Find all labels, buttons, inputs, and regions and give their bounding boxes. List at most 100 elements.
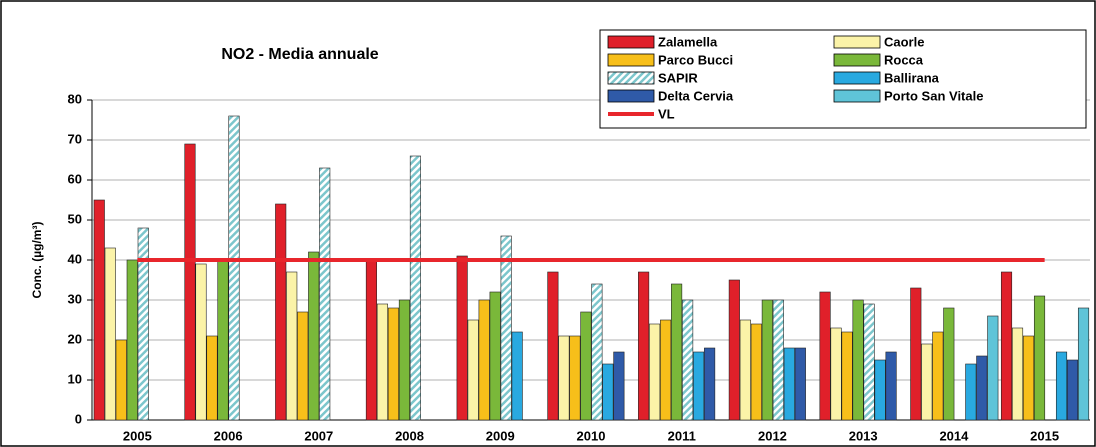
bar	[387, 307, 399, 421]
x-tick-label: 2014	[939, 428, 969, 443]
legend-label: Parco Bucci	[658, 52, 733, 67]
bar	[558, 335, 570, 421]
bar	[467, 319, 479, 421]
bar	[660, 319, 672, 421]
y-tick-label: 60	[68, 171, 82, 186]
bar	[478, 299, 490, 421]
bar	[863, 303, 875, 421]
bar	[286, 271, 298, 421]
bar	[104, 247, 116, 421]
bar	[547, 271, 559, 421]
legend-swatch	[833, 89, 881, 103]
y-tick-label: 50	[68, 211, 82, 226]
bar	[137, 227, 149, 421]
legend-swatch	[607, 71, 655, 85]
x-tick-label: 2010	[577, 428, 606, 443]
bar	[704, 347, 716, 421]
bar	[613, 351, 625, 421]
legend-label: Zalamella	[658, 34, 718, 49]
x-tick-label: 2015	[1030, 428, 1059, 443]
legend-label: SAPIR	[658, 70, 698, 85]
bar	[1000, 271, 1013, 421]
y-tick-label: 40	[68, 251, 82, 266]
bar	[932, 331, 944, 421]
bar	[921, 343, 933, 421]
bar	[739, 319, 751, 421]
legend-label: Caorle	[884, 34, 924, 49]
bar	[783, 347, 795, 421]
bar	[874, 359, 886, 421]
legend-label: Porto San Vitale	[884, 88, 983, 103]
y-tick-label: 10	[68, 371, 82, 386]
legend-swatch	[607, 89, 655, 103]
bar	[195, 263, 207, 421]
x-tick-label: 2009	[486, 428, 515, 443]
bar	[511, 331, 523, 421]
bar	[217, 259, 229, 421]
legend-swatch	[833, 53, 881, 67]
bar	[943, 307, 955, 421]
x-tick-label: 2013	[849, 428, 878, 443]
bar	[569, 335, 581, 421]
bar	[297, 311, 309, 421]
y-tick-label: 0	[75, 411, 82, 426]
bar	[852, 299, 864, 421]
bar	[489, 291, 501, 421]
bar	[830, 327, 842, 421]
bar	[206, 335, 218, 421]
legend-swatch	[607, 35, 655, 49]
legend-label: Delta Cervia	[658, 88, 734, 103]
bar	[1077, 307, 1090, 421]
bar	[638, 271, 650, 421]
y-tick-label: 30	[68, 291, 82, 306]
legend-swatch	[607, 53, 655, 67]
bar	[649, 323, 661, 421]
bar	[115, 339, 127, 421]
bar	[126, 259, 138, 421]
bar	[693, 351, 705, 421]
y-tick-label: 20	[68, 331, 82, 346]
bar	[761, 299, 773, 421]
bar	[671, 283, 683, 421]
bar	[319, 167, 331, 421]
bar	[376, 303, 388, 421]
bar	[308, 251, 320, 421]
bar	[602, 363, 614, 421]
legend-label: Ballirana	[884, 70, 940, 85]
y-tick-label: 80	[68, 91, 82, 106]
legend-swatch	[833, 71, 881, 85]
bar	[456, 255, 468, 421]
x-tick-label: 2008	[395, 428, 424, 443]
bar	[794, 347, 806, 421]
bar	[228, 115, 240, 421]
legend-swatch	[833, 35, 881, 49]
bar	[1033, 295, 1046, 421]
bar	[987, 315, 999, 421]
bar	[275, 203, 287, 421]
bar	[184, 143, 196, 421]
bar	[965, 363, 977, 421]
bar	[1011, 327, 1024, 421]
bar	[682, 299, 694, 421]
bar	[365, 259, 377, 421]
legend-label: VL	[658, 106, 675, 121]
bar	[580, 311, 592, 421]
y-tick-label: 70	[68, 131, 82, 146]
bar	[1066, 359, 1079, 421]
bar	[591, 283, 603, 421]
bar	[841, 331, 853, 421]
bar	[819, 291, 831, 421]
bar	[1022, 335, 1035, 421]
bar	[93, 199, 105, 421]
bar	[398, 299, 410, 421]
legend-label: Rocca	[884, 52, 924, 67]
bar	[885, 351, 897, 421]
chart-title: NO2 - Media annuale	[221, 46, 378, 63]
x-tick-label: 2011	[668, 428, 696, 443]
y-axis-label: Conc. (µg/m³)	[30, 222, 44, 299]
bar	[409, 155, 421, 421]
bar	[910, 287, 922, 421]
bar	[750, 323, 762, 421]
bar	[1055, 351, 1068, 421]
